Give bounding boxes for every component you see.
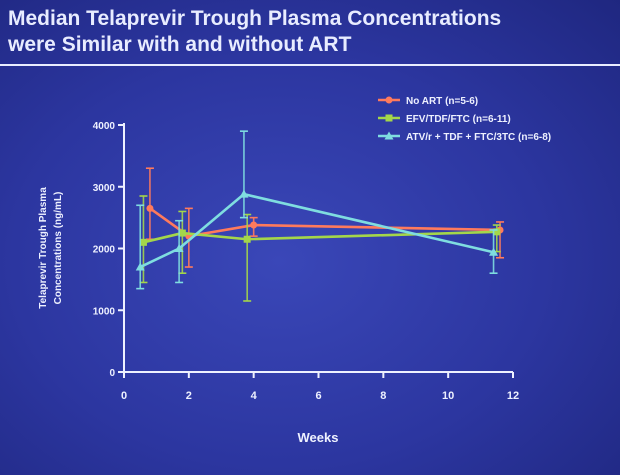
data-point xyxy=(178,229,186,237)
x-axis-label: Weeks xyxy=(298,430,339,445)
legend-marker xyxy=(384,131,394,140)
y-tick-label: 3000 xyxy=(93,183,116,194)
x-tick-label: 2 xyxy=(186,390,192,402)
data-point xyxy=(139,238,147,246)
data-point xyxy=(146,204,154,212)
x-tick-label: 0 xyxy=(121,390,127,402)
x-tick-label: 10 xyxy=(442,390,454,402)
data-point xyxy=(135,262,145,271)
data-point xyxy=(489,247,499,256)
x-tick-label: 6 xyxy=(315,390,321,402)
data-point xyxy=(174,244,184,252)
slide-title: Median Telaprevir Trough Plasma Concentr… xyxy=(8,6,608,58)
legend-label: No ART (n=5-6) xyxy=(406,96,478,107)
data-point xyxy=(250,221,258,229)
legend-item-2: EFV/TDF/FTC (n=6-11) xyxy=(378,114,511,125)
data-point xyxy=(493,228,501,236)
x-tick-label: 4 xyxy=(251,390,258,402)
y-axis-label-line-1: Telaprevir Trough Plasma xyxy=(38,187,49,309)
series-line xyxy=(139,192,494,269)
data-point xyxy=(243,235,251,243)
series-1 xyxy=(145,167,505,268)
chart-series xyxy=(135,130,505,302)
y-tick-label: 1000 xyxy=(93,306,116,317)
y-tick-label: 2000 xyxy=(93,245,116,256)
slide-title-line-1: Median Telaprevir Trough Plasma Concentr… xyxy=(8,7,502,30)
series-3 xyxy=(135,130,499,290)
y-tick-label: 0 xyxy=(109,368,115,379)
y-tick-label: 4000 xyxy=(93,121,116,132)
series-2 xyxy=(139,195,501,302)
legend-label: ATV/r + TDF + FTC/3TC (n=6-8) xyxy=(406,132,551,143)
legend-marker xyxy=(385,96,393,104)
data-point xyxy=(239,189,249,198)
y-axis-label-line-2: Concentrations (ng/mL) xyxy=(53,192,64,305)
x-tick-label: 12 xyxy=(507,390,519,402)
legend-marker xyxy=(385,114,393,122)
legend-item-1: No ART (n=5-6) xyxy=(378,96,478,107)
legend-item-3: ATV/r + TDF + FTC/3TC (n=6-8) xyxy=(378,131,551,143)
series-line xyxy=(143,230,497,244)
chart-axes: 0 1000 2000 3000 4000 0 2 4 6 8 10 12 xyxy=(93,121,519,402)
series-line xyxy=(149,207,501,238)
title-divider xyxy=(0,64,620,66)
legend-label: EFV/TDF/FTC (n=6-11) xyxy=(406,114,511,125)
slide-title-line-2: were Similar with and without ART xyxy=(8,33,352,56)
chart-legend: No ART (n=5-6) EFV/TDF/FTC (n=6-11) ATV/r … xyxy=(378,96,551,143)
x-tick-label: 8 xyxy=(380,390,386,402)
